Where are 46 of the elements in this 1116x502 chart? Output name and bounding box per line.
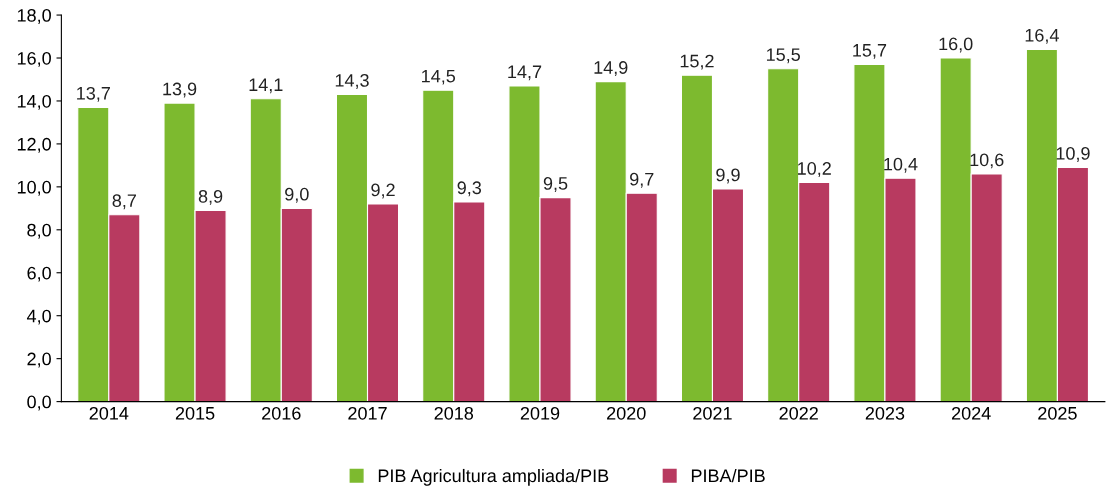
data-label: 8,7 bbox=[112, 194, 136, 210]
x-tick-label: 2020 bbox=[607, 406, 646, 420]
y-tick-label: 10,0 bbox=[17, 180, 51, 196]
x-tick-label: 2017 bbox=[348, 406, 387, 420]
legend-label: PIBA/PIB bbox=[691, 468, 765, 483]
data-label: 9,0 bbox=[285, 187, 309, 203]
data-label: 15,2 bbox=[680, 54, 714, 70]
y-tick-label: 12,0 bbox=[17, 137, 51, 153]
data-label: 16,4 bbox=[1025, 28, 1059, 44]
data-label: 9,2 bbox=[371, 183, 395, 199]
data-label: 14,3 bbox=[335, 73, 369, 89]
y-tick-label: 16,0 bbox=[17, 51, 51, 67]
data-label: 9,3 bbox=[457, 181, 482, 197]
x-tick-label: 2016 bbox=[262, 406, 301, 420]
x-tick-label: 2019 bbox=[520, 406, 560, 420]
x-tick-label: 2015 bbox=[175, 406, 215, 420]
data-label: 14,7 bbox=[508, 65, 542, 81]
x-tick-label: 2021 bbox=[693, 406, 732, 420]
x-tick-label: 2022 bbox=[779, 406, 818, 420]
data-label: 15,7 bbox=[853, 44, 887, 59]
y-tick-label: 0,0 bbox=[27, 395, 51, 411]
y-tick-label: 8,0 bbox=[27, 223, 51, 239]
x-tick-label: 2014 bbox=[89, 406, 129, 420]
legend-label: PIB Agricultura ampliada/PIB bbox=[378, 468, 609, 486]
y-tick-label: 14,0 bbox=[17, 94, 51, 110]
x-tick-label: 2023 bbox=[865, 406, 905, 420]
data-label: 13,9 bbox=[163, 82, 197, 98]
data-label: 14,9 bbox=[594, 61, 628, 77]
data-label: 9,9 bbox=[716, 168, 740, 184]
y-tick-label: 2,0 bbox=[27, 352, 51, 368]
y-tick-label: 6,0 bbox=[27, 266, 51, 282]
data-label: 9,5 bbox=[543, 177, 568, 192]
y-tick-label: 4,0 bbox=[26, 309, 51, 325]
x-tick-label: 2024 bbox=[952, 406, 991, 420]
data-label: 10,4 bbox=[884, 157, 918, 173]
data-label: 15,5 bbox=[766, 48, 800, 64]
data-label: 9,7 bbox=[630, 172, 654, 188]
x-tick-label: 2018 bbox=[434, 406, 474, 420]
data-label: 10,2 bbox=[798, 162, 831, 177]
data-label: 8,9 bbox=[198, 189, 223, 205]
data-label: 13,7 bbox=[77, 86, 110, 102]
data-label: 14,1 bbox=[249, 78, 283, 94]
data-label: 16,0 bbox=[939, 37, 973, 53]
x-tick-label: 2025 bbox=[1038, 406, 1077, 420]
y-tick-label: 18,0 bbox=[17, 8, 51, 24]
data-label: 14,5 bbox=[422, 69, 456, 85]
